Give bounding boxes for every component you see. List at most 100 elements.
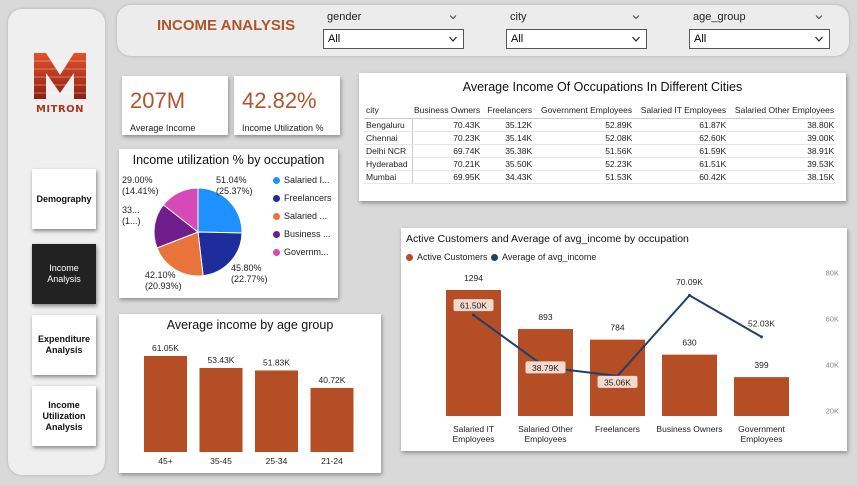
line-label-background <box>525 361 566 374</box>
avg-income-point[interactable] <box>760 335 763 339</box>
y2-tick-label: 60K <box>826 315 839 324</box>
col-header[interactable]: Government Employees <box>534 103 635 119</box>
city-slicer: city All <box>506 8 647 49</box>
nav-demography-button[interactable]: Demography <box>32 169 96 229</box>
active-customers-bar[interactable] <box>662 354 717 416</box>
kpi-average-income-label: Average Income <box>130 123 196 133</box>
income-cell: 35.12K <box>482 118 535 132</box>
pie-slice[interactable] <box>153 204 199 249</box>
nav-income-utilization-analysis-button[interactable]: Income Utilization Analysis <box>32 386 96 446</box>
bar-value-label: 1294 <box>464 273 483 283</box>
pie-legend-item[interactable]: Salaried I... <box>273 175 330 185</box>
table-row[interactable]: Hyderabad 70.21K 35.50K 52.23K 61.51K 39.53K <box>364 157 837 171</box>
avg-income-point[interactable] <box>688 293 691 297</box>
header-bar: INCOME ANALYSIS gender All city All age_… <box>117 5 849 56</box>
legend-label: Governm... <box>284 247 329 257</box>
city-slicer-header[interactable]: city <box>506 8 647 26</box>
y2-tick-label: 40K <box>826 361 839 370</box>
income-cell: 39.00K <box>728 131 837 145</box>
pie-legend-item[interactable]: Business ... <box>273 229 331 239</box>
pie-slice[interactable] <box>162 187 199 234</box>
income-cell: 38.15K <box>728 170 837 184</box>
nav-expenditure-analysis-button[interactable]: Expenditure Analysis <box>32 315 96 375</box>
age-group-dropdown[interactable]: All <box>689 29 830 49</box>
income-cell: 62.60K <box>634 131 729 145</box>
line-label-background <box>453 299 494 312</box>
income-cell: 70.21K <box>412 157 483 171</box>
legend-dot-icon <box>273 212 280 220</box>
city-dropdown[interactable]: All <box>506 29 647 49</box>
pie-data-label: 45.80% <box>231 263 262 273</box>
gender-slicer-header[interactable]: gender <box>323 8 464 26</box>
income-cell: 61.87K <box>634 118 729 132</box>
occupation-income-table-card: Average Income Of Occupations In Differe… <box>359 73 846 201</box>
legend-label: Salaried ... <box>284 211 328 221</box>
legend-dot-icon <box>273 176 280 184</box>
legend-label: Active Customers <box>417 252 488 262</box>
age-group-bar-card: Average income by age group 61.05K 45+ 53.… <box>119 314 381 473</box>
col-header[interactable]: Freelancers <box>482 103 535 119</box>
chevron-down-icon <box>815 36 823 42</box>
legend-average-income[interactable]: Average of avg_income <box>491 252 596 262</box>
pie-legend-item[interactable]: Governm... <box>273 247 329 257</box>
col-header[interactable]: city <box>364 103 412 119</box>
city-slicer-label: city <box>510 11 527 23</box>
pie-legend-item[interactable]: Salaried ... <box>273 211 327 221</box>
col-header[interactable]: Business Owners <box>412 103 483 119</box>
pie-legend-item[interactable]: Freelancers <box>273 193 332 203</box>
pie-slice[interactable] <box>197 231 243 277</box>
age-bar[interactable] <box>255 370 298 452</box>
age-chart-title: Average income by age group <box>166 318 334 332</box>
gender-slicer: gender All <box>323 8 464 49</box>
table-header-row: city Business Owners Freelancers Governm… <box>364 103 837 119</box>
income-cell: 35.14K <box>482 131 535 145</box>
income-cell: 35.38K <box>482 144 535 158</box>
pie-data-label: (14.41%) <box>122 186 159 196</box>
active-customers-bar[interactable] <box>734 377 789 416</box>
chevron-down-icon <box>449 15 457 20</box>
gender-slicer-label: gender <box>327 11 362 23</box>
chevron-down-icon <box>632 36 640 42</box>
col-header[interactable]: Salaried IT Employees <box>634 103 729 119</box>
income-cell: 38.80K <box>728 118 837 132</box>
combo-chart: 80K 60K 40K 20K 1294 893 784 630 399 Salaried IT E… <box>446 269 839 444</box>
kpi-average-income-value: 207M <box>130 88 186 113</box>
pie-data-label: 29.00% <box>122 175 153 185</box>
col-header[interactable]: Salaried Other Employees <box>728 103 837 119</box>
pie-data-label: (25.37%) <box>216 186 253 196</box>
category-label: Salaried Other Employees <box>518 424 573 444</box>
table-row[interactable]: Bengaluru 70.43K 35.12K 52.89K 61.87K 38.80K <box>364 118 837 132</box>
pie-slice[interactable] <box>197 187 243 234</box>
table-row[interactable]: Chennai 70.23K 35.14K 52.08K 62.60K 39.00K <box>364 131 837 145</box>
age-bar[interactable] <box>199 367 243 452</box>
age-bar[interactable] <box>144 356 187 452</box>
table-row[interactable]: Delhi NCR 69.74K 35.38K 51.56K 61.59K 38.91K <box>364 144 837 158</box>
income-cell: 52.89K <box>534 118 635 132</box>
chevron-down-icon <box>449 36 457 42</box>
pie-chart: 51.04%(25.37%) 45.80%(22.77%) 42.10%(20.93… <box>122 175 268 291</box>
legend-label: Business ... <box>284 229 331 239</box>
income-cell: 61.59K <box>634 144 729 158</box>
kpi-average-income-card: 207M Average Income <box>122 76 228 135</box>
city-cell: Bengaluru <box>364 118 413 132</box>
pie-data-label: 51.04% <box>216 175 247 185</box>
age-bar-value-label: 53.43K <box>208 355 235 365</box>
legend-active-customers[interactable]: Active Customers <box>406 252 488 262</box>
age-bar[interactable] <box>310 387 354 452</box>
city-cell: Hyderabad <box>364 157 413 171</box>
table-row[interactable]: Mumbai 69.95K 34.43K 51.53K 60.42K 38.15K <box>364 170 837 184</box>
income-cell: 51.56K <box>534 144 635 158</box>
age-group-slicer-header[interactable]: age_group <box>689 8 830 26</box>
page-title: INCOME ANALYSIS <box>157 17 296 34</box>
city-cell: Chennai <box>364 131 413 145</box>
pie-slice[interactable] <box>156 231 204 277</box>
gender-dropdown[interactable]: All <box>323 29 464 49</box>
y2-tick-label: 80K <box>826 269 839 278</box>
bar-value-label: 893 <box>538 312 552 322</box>
y2-tick-label: 20K <box>826 407 839 416</box>
combo-chart-title: Active Customers and Average of avg_inco… <box>406 233 689 245</box>
city-dropdown-value: All <box>511 33 524 45</box>
income-cell: 52.23K <box>534 157 635 171</box>
avg-income-point[interactable] <box>472 313 475 317</box>
nav-income-analysis-button[interactable]: Income Analysis <box>32 244 96 304</box>
